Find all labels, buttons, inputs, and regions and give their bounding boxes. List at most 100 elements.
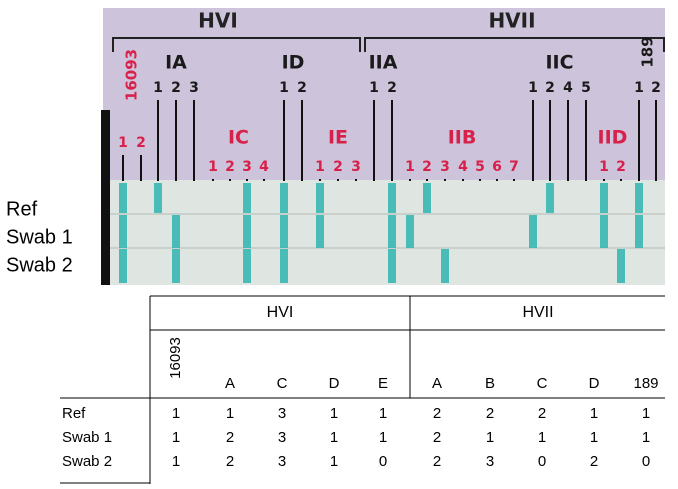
- table-row-label: Swab 2: [62, 453, 112, 470]
- band: [243, 249, 251, 283]
- table-cell: 1: [538, 429, 546, 446]
- probe-number: 5: [581, 80, 591, 96]
- band: [546, 183, 554, 213]
- probe-number: 4: [259, 159, 269, 175]
- table-cell: 1: [486, 429, 494, 446]
- region-label: HVII: [488, 9, 535, 33]
- band: [119, 183, 127, 213]
- table-cell: 1: [330, 405, 338, 422]
- table-column: E: [378, 375, 388, 392]
- table-group: HVI: [267, 304, 294, 321]
- table-cell: 1: [379, 429, 387, 446]
- probe-number: 2: [297, 80, 307, 96]
- probe-number: 1: [279, 80, 289, 96]
- band: [388, 215, 396, 248]
- band: [529, 215, 537, 248]
- table-cell: 1: [172, 453, 180, 470]
- probe-number: 2: [171, 80, 181, 96]
- table-cell: 1: [642, 405, 650, 422]
- table-cell: 1: [172, 405, 180, 422]
- table-cell: 1: [330, 453, 338, 470]
- band: [154, 183, 162, 213]
- probe-label: IC: [228, 127, 249, 149]
- probe-number: 1: [599, 159, 609, 175]
- probe-number: 1: [634, 80, 644, 96]
- table-cell: 2: [433, 429, 441, 446]
- table-column: B: [485, 375, 495, 392]
- table-cell: 2: [590, 453, 598, 470]
- probe-label: IA: [165, 52, 187, 74]
- probe-number: 1: [405, 159, 415, 175]
- probe-number: 2: [422, 159, 432, 175]
- probe-number: 2: [387, 80, 397, 96]
- probe-number: 4: [458, 159, 468, 175]
- probe-label: IID: [598, 127, 628, 149]
- band: [172, 249, 180, 283]
- strip-row-label: Swab 2: [6, 254, 73, 276]
- probe-label: 16093: [123, 49, 141, 101]
- band: [316, 215, 324, 248]
- table-column: 189: [633, 375, 658, 392]
- table-cell: 1: [590, 405, 598, 422]
- table-row-label: Swab 1: [62, 429, 112, 446]
- probe-label: 189: [639, 36, 657, 67]
- band: [119, 215, 127, 248]
- table-column: A: [225, 375, 235, 392]
- probe-number: 3: [351, 159, 361, 175]
- region-label: HVI: [198, 9, 238, 33]
- table-cell: 3: [278, 453, 286, 470]
- table-column: D: [589, 375, 600, 392]
- table-column: D: [329, 375, 340, 392]
- probe-number: 2: [225, 159, 235, 175]
- band: [243, 215, 251, 248]
- table-column: C: [277, 375, 288, 392]
- probe-number: 3: [440, 159, 450, 175]
- probe-number: 3: [189, 80, 199, 96]
- table-column: C: [537, 375, 548, 392]
- strip-edge: [101, 110, 110, 285]
- probe-number: 4: [563, 80, 573, 96]
- probe-number: 1: [153, 80, 163, 96]
- table-cell: 2: [433, 453, 441, 470]
- probe-label: IIB: [448, 127, 477, 149]
- table-cell: 0: [642, 453, 650, 470]
- band: [280, 215, 288, 248]
- table-cell: 2: [538, 405, 546, 422]
- band: [388, 183, 396, 213]
- table-group: HVII: [522, 304, 553, 321]
- table-cell: 3: [486, 453, 494, 470]
- band: [617, 249, 625, 283]
- band: [600, 183, 608, 213]
- band: [280, 183, 288, 213]
- band: [243, 183, 251, 213]
- band: [280, 249, 288, 283]
- table-cell: 1: [590, 429, 598, 446]
- table-cell: 2: [433, 405, 441, 422]
- probe-number: 1: [118, 135, 128, 151]
- band: [406, 215, 414, 248]
- probe-number: 1: [369, 80, 379, 96]
- band: [388, 249, 396, 283]
- table-cell: 2: [226, 453, 234, 470]
- band: [172, 215, 180, 248]
- band: [316, 183, 324, 213]
- probe-number: 5: [475, 159, 485, 175]
- probe-label: IIA: [369, 52, 398, 74]
- probe-number: 1: [528, 80, 538, 96]
- probe-number: 1: [315, 159, 325, 175]
- table-row-label: Ref: [62, 405, 86, 422]
- table-cell: 3: [278, 429, 286, 446]
- table-cell: 2: [226, 429, 234, 446]
- probe-number: 2: [333, 159, 343, 175]
- probe-number: 6: [492, 159, 502, 175]
- table-cell: 3: [278, 405, 286, 422]
- table-cell: 1: [172, 429, 180, 446]
- table-cell: 1: [642, 429, 650, 446]
- probe-number: 2: [545, 80, 555, 96]
- table-column: 16093: [167, 337, 184, 379]
- probe-label: IE: [328, 127, 348, 149]
- probe-number: 1: [208, 159, 218, 175]
- strip-bg: [103, 180, 665, 285]
- probe-number: 2: [651, 80, 661, 96]
- table-cell: 0: [538, 453, 546, 470]
